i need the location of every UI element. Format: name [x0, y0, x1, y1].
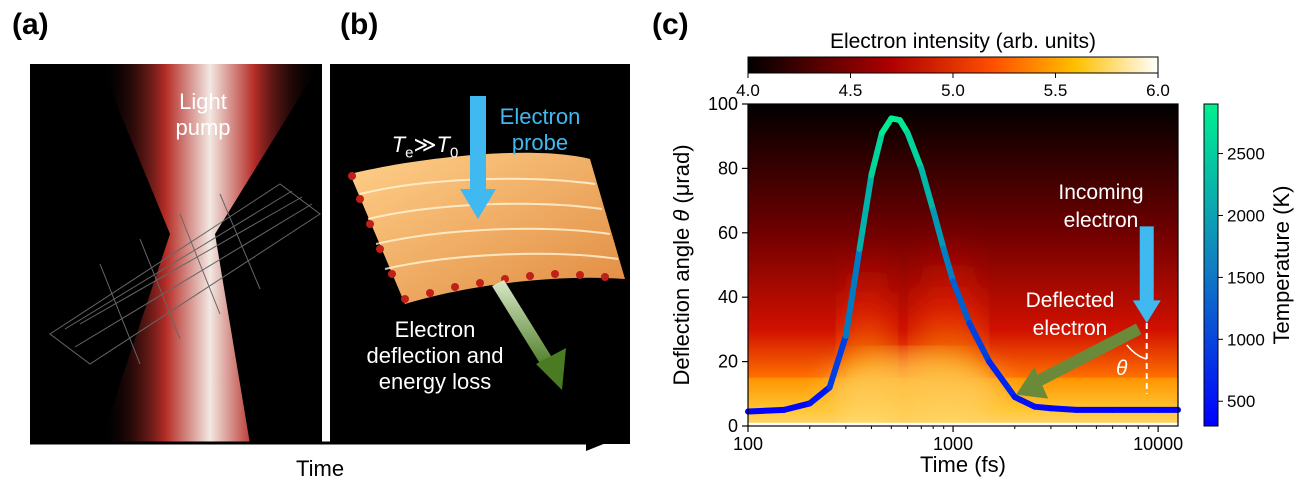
theta-arc [1126, 344, 1147, 360]
deflection-arrow [492, 280, 566, 390]
electron-probe-label: Electron probe [499, 104, 581, 155]
right-colorbar-label: Temperature (K) [1269, 185, 1294, 345]
illustration-light-pump: Light pump [30, 64, 322, 444]
right-colorbar-tick-label: 1000 [1227, 330, 1265, 349]
temperature-curve-segment [930, 207, 947, 252]
top-colorbar-label: Electron intensity (arb. units) [829, 30, 1097, 53]
x-tick-label: 1000 [933, 434, 973, 454]
temperature-curve-segment [986, 358, 1018, 401]
theta-label: θ [1116, 357, 1128, 380]
y-tick-label: 80 [718, 158, 738, 178]
y-tick-label: 20 [718, 352, 738, 372]
heatmap-zero-band [748, 422, 1178, 426]
right-colorbar-tick-label: 500 [1227, 392, 1255, 411]
temperature-curve-segment [940, 245, 957, 285]
panel-label-b: (b) [340, 8, 379, 41]
right-colorbar [1203, 103, 1219, 427]
temperature-curve-segment [918, 165, 937, 214]
temperature-curve-segment [950, 278, 973, 326]
y-tick-label: 40 [718, 287, 738, 307]
temperature-relation: Te≫T0 [391, 132, 459, 162]
right-colorbar-tick-label: 2500 [1227, 145, 1265, 164]
plot-frame [747, 103, 1179, 427]
heatmap-area [748, 104, 1178, 426]
temperature-curve-segment [966, 319, 993, 365]
panel-label-a: (a) [12, 8, 49, 41]
incoming-electron-arrow [1139, 226, 1154, 304]
temperature-curve [745, 115, 1181, 415]
time-arrow-label: Time [296, 456, 345, 481]
y-axis-label: Deflection angle θ (μrad) [669, 144, 694, 386]
temperature-curve-segment [856, 171, 875, 252]
y-tick-label: 100 [708, 94, 738, 114]
illustration-electron-probe: Te≫T0 Electron probe Electron deflection… [330, 64, 630, 444]
y-tick-label: 0 [728, 416, 738, 436]
temperature-curve-segment [842, 245, 863, 339]
hot-graphene-sheet [348, 96, 625, 390]
light-pump-beam [49, 64, 321, 444]
electron-probe-arrow [460, 96, 496, 219]
temperature-curve-segment [904, 129, 925, 172]
heatmap-hotspot [824, 353, 1005, 426]
temperature-curve-segment [826, 332, 849, 391]
incoming-electron-arrowhead [1132, 300, 1161, 323]
top-colorbar-tick-label: 5.5 [1044, 81, 1068, 100]
temperature-curve-segment [868, 129, 885, 178]
top-colorbar-tick-label: 6.0 [1146, 81, 1170, 100]
panel-label-c: (c) [652, 8, 689, 41]
temperature-curve-segment [1011, 394, 1038, 410]
right-colorbar-tick-label: 2000 [1227, 206, 1265, 225]
x-axis-label: Time (fs) [920, 452, 1006, 477]
temperature-curve-segment [781, 400, 813, 413]
top-colorbar-tick-label: 5.0 [941, 81, 965, 100]
graphene-sheet [49, 183, 321, 365]
temperature-curve-segment [1047, 405, 1080, 413]
deflected-electron-arrowhead [1016, 366, 1049, 399]
temperature-curve-segment [806, 384, 833, 407]
x-tick-label: 100 [733, 434, 763, 454]
x-tick-label: 10000 [1133, 434, 1183, 454]
incoming-electron-label: Incoming electron [1058, 181, 1144, 232]
deflection-label: Electron deflection and energy loss [366, 317, 504, 394]
deflected-electron-arrow [1035, 323, 1142, 387]
y-tick-label: 60 [718, 223, 738, 243]
temperature-curve-segment [745, 406, 788, 415]
right-colorbar-tick-label: 1500 [1227, 268, 1265, 287]
top-colorbar [747, 56, 1159, 74]
top-colorbar-tick-label: 4.0 [736, 81, 760, 100]
time-arrow [30, 435, 606, 451]
light-pump-label: Light pump [175, 89, 231, 140]
heatmap-hotspot [840, 235, 893, 426]
deflected-electron-label: Deflected electron [1025, 289, 1115, 340]
top-colorbar-tick-label: 4.5 [839, 81, 863, 100]
